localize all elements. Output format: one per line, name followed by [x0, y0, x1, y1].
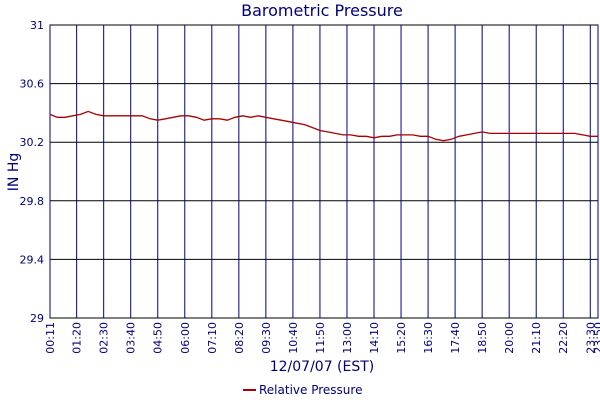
x-axis-ticks: 00:11 01:20 02:30 03:40 04:50 06:00 07:10 08:20…: [44, 322, 600, 354]
y-tick-label: 31: [30, 19, 44, 32]
x-tick-label: 03:40: [125, 322, 138, 354]
legend: Relative Pressure: [243, 383, 362, 397]
grid-lines: [49, 24, 599, 319]
x-tick-label: 21:10: [530, 322, 543, 354]
x-tick-label: 20:00: [503, 322, 516, 354]
y-tick-label: 30.2: [20, 136, 45, 149]
x-tick-label: 00:11: [44, 322, 57, 354]
x-tick-label: 01:20: [71, 322, 84, 354]
y-tick-label: 29.4: [20, 253, 45, 266]
chart-title: Barometric Pressure: [241, 1, 403, 20]
x-tick-label: 11:50: [314, 322, 327, 354]
x-tick-label: 07:10: [206, 322, 219, 354]
y-tick-label: 29: [30, 312, 44, 325]
x-tick-label: 16:30: [422, 322, 435, 354]
x-tick-label: 09:30: [260, 322, 273, 354]
x-tick-label: 04:50: [152, 322, 165, 354]
x-axis-label: 12/07/07 (EST): [270, 359, 375, 375]
x-tick-label: 13:00: [341, 322, 354, 354]
x-tick-label: 14:10: [368, 322, 381, 354]
x-tick-label: 02:30: [98, 322, 111, 354]
x-tick-label: 10:40: [287, 322, 300, 354]
series-layer: [49, 110, 598, 142]
x-tick-label: 23:50: [592, 322, 600, 354]
legend-label: Relative Pressure: [259, 383, 362, 397]
x-tick-label: 22:20: [557, 322, 570, 354]
x-tick-label: 08:20: [233, 322, 246, 354]
y-axis-label: IN Hg: [6, 153, 22, 191]
plot-area: [49, 24, 599, 319]
x-tick-label: 18:50: [476, 322, 489, 354]
y-tick-label: 30.6: [20, 78, 45, 91]
x-tick-label: 06:00: [179, 322, 192, 354]
y-tick-label: 29.8: [20, 195, 45, 208]
x-tick-label: 23:30: [584, 322, 597, 354]
y-axis-ticks: 29 29.4 29.8 30.2 30.6 31: [20, 19, 45, 325]
x-tick-label: 15:20: [395, 322, 408, 354]
series-line-relative-pressure: [49, 110, 598, 142]
x-tick-label: 17:40: [449, 322, 462, 354]
